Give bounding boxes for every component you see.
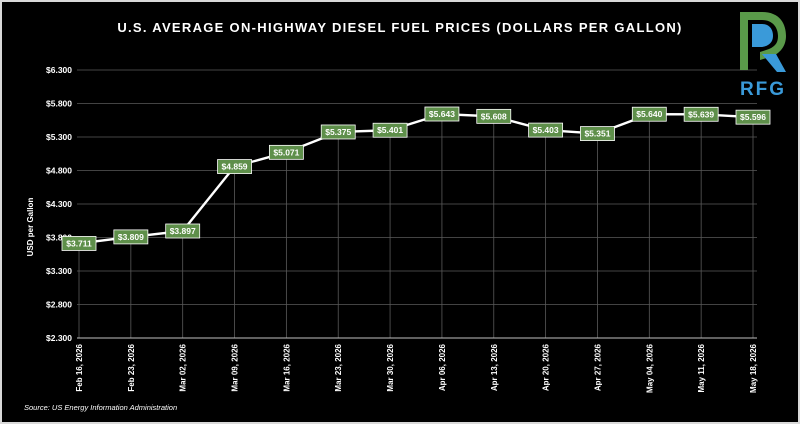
y-tick-label: $4.300 [46,199,72,209]
data-label-box [372,122,408,138]
logo-text: RFG [740,79,786,100]
data-label: $5.640 [636,109,662,119]
data-label: $5.401 [377,125,403,135]
y-tick-label: $2.800 [46,300,72,310]
data-label-box [61,236,97,251]
data-label-box [424,106,460,122]
x-tick-label: Mar 30, 2026 [386,343,395,391]
data-label-box [268,144,304,160]
data-label-box [113,229,149,245]
data-label: $3.711 [66,238,92,248]
x-tick-label: Apr 13, 2026 [490,343,499,391]
y-tick-label: $2.300 [46,333,72,343]
data-label-box [528,122,564,138]
data-label: $5.403 [533,125,559,135]
data-labels: $3.711 $3.809 $3.897 $4.859 $5.071 $5.375 $5.4… [61,106,771,251]
y-tick-label: $4.800 [46,166,72,176]
x-tick-label: May 11, 2026 [697,343,706,392]
x-tick-label: Mar 09, 2026 [231,343,240,391]
x-tick-label: Apr 06, 2026 [438,343,447,391]
chart-title: U.S. AVERAGE ON-HIGHWAY DIESEL FUEL PRIC… [117,20,682,35]
x-tick-label: Apr 27, 2026 [593,343,602,391]
data-label-box [217,159,252,174]
source-note: Source: US Energy Information Administra… [24,403,177,412]
y-tick-label: $3.300 [46,266,72,276]
data-label: $5.351 [584,129,610,139]
x-tick-labels: Feb 16, 2026 Feb 23, 2026 Mar 02, 2026 Mar … [75,343,758,392]
y-tick-label: $3.800 [46,233,72,243]
y-tick-label: $5.300 [46,132,72,142]
data-label: $5.643 [429,109,455,119]
data-label: $5.375 [325,127,351,137]
data-label-box [735,109,771,125]
logo-mark-icon [740,12,786,72]
data-label: $3.809 [118,232,144,242]
y-axis-label: USD per Gallon [26,198,35,257]
data-label: $5.639 [688,109,714,119]
y-tick-label: $5.800 [46,99,72,109]
data-label: $5.608 [481,111,507,121]
x-tick-label: Feb 23, 2026 [127,343,136,391]
data-label-box [476,108,512,124]
data-label: $5.071 [273,147,299,157]
data-label-box [320,124,356,140]
x-tick-label: Mar 02, 2026 [179,343,188,391]
x-tick-label: May 18, 2026 [749,343,758,392]
data-label-box [580,126,615,141]
grid [77,69,757,338]
data-label: $3.897 [170,226,196,236]
rfg-logo: RFG [740,12,786,100]
y-tick-labels: $2.300 $2.800 $3.300 $3.800 $4.300 $4.800 $5.3… [46,65,72,343]
data-label-box [165,223,201,239]
x-tick-label: Feb 16, 2026 [75,343,84,391]
data-label-box [683,106,719,122]
x-tick-label: Mar 16, 2026 [282,343,291,391]
data-label: $4.859 [222,162,248,172]
x-tick-label: Apr 20, 2026 [542,343,551,391]
x-tick-label: May 04, 2026 [645,343,654,392]
x-tick-label: Mar 23, 2026 [334,343,343,391]
data-label: $5.596 [740,112,766,122]
y-tick-label: $6.300 [46,65,72,75]
data-label-box [631,106,667,122]
